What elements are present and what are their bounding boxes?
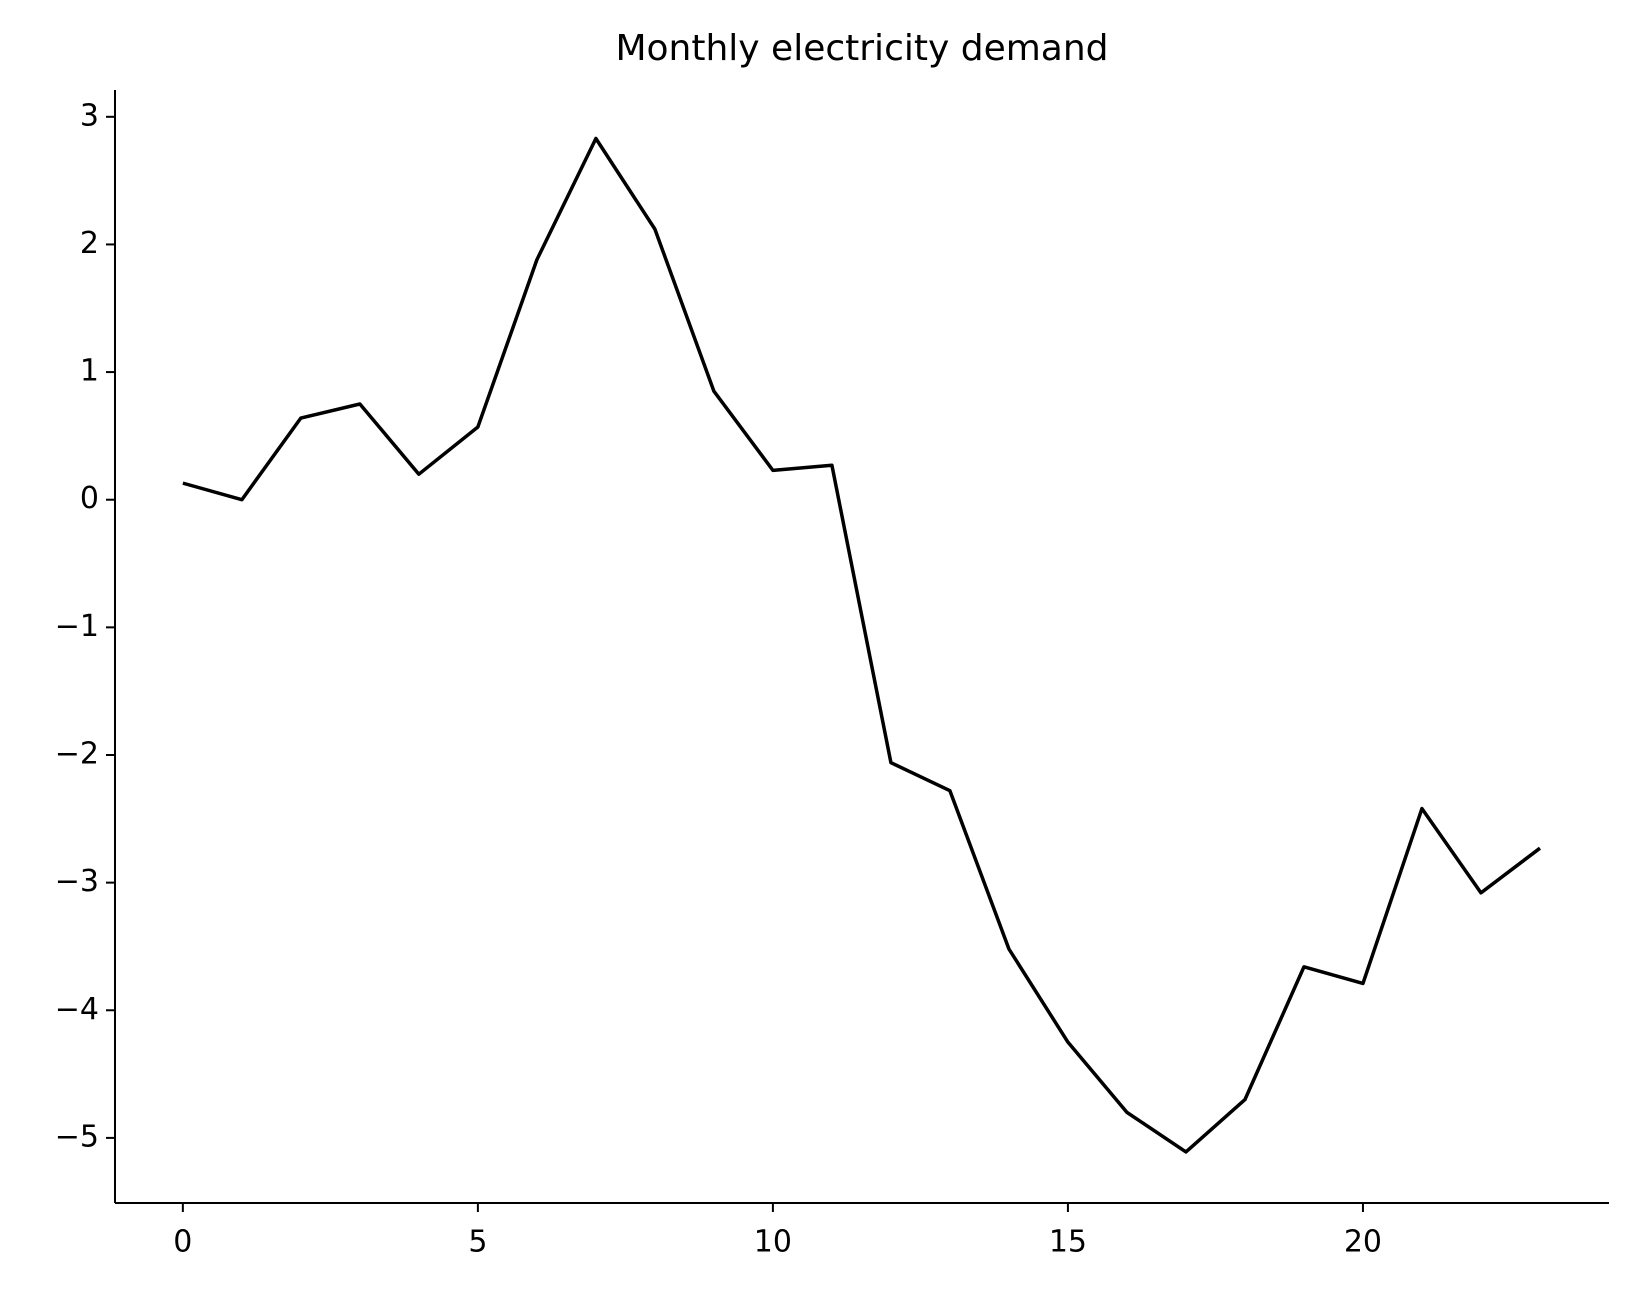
chart-title: Monthly electricity demand xyxy=(615,28,1108,69)
y-tick-label: −4 xyxy=(55,992,99,1027)
y-tick-label: 1 xyxy=(80,354,99,389)
y-tick-label: 0 xyxy=(80,481,99,516)
x-tick-label: 10 xyxy=(754,1225,792,1260)
line-series xyxy=(182,136,1542,1154)
x-tick-label: 20 xyxy=(1344,1225,1382,1260)
x-tick-label: 5 xyxy=(468,1225,487,1260)
y-tick-label: −5 xyxy=(55,1119,99,1154)
y-tick-label: −1 xyxy=(55,609,99,644)
x-tick-label: 0 xyxy=(173,1225,192,1260)
y-tick-label: −2 xyxy=(55,736,99,771)
x-tick-label: 15 xyxy=(1049,1225,1087,1260)
y-tick-label: 3 xyxy=(80,98,99,133)
y-tick-label: −3 xyxy=(55,864,99,899)
y-tick-label: 2 xyxy=(80,226,99,261)
